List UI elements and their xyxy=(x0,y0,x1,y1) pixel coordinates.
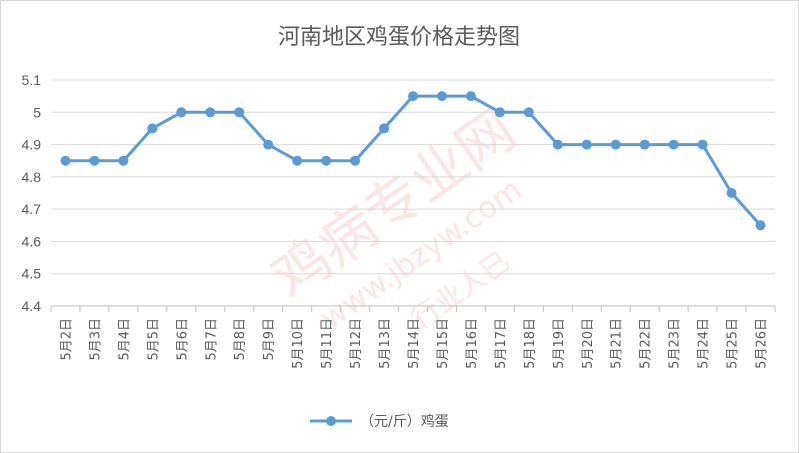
x-tick-label: 5月8日 xyxy=(233,318,248,361)
x-tick-label: 5月22日 xyxy=(639,318,654,369)
x-tick-label: 5月26日 xyxy=(755,318,770,369)
data-point xyxy=(118,155,129,166)
x-axis-ticks: 5月2日 5月3日 5月4日 5月5日 5月6日 5月7日 5月8日 5月9日 5月10日 5月1… xyxy=(59,318,769,369)
y-tick-label: 4.9 xyxy=(22,137,42,153)
y-tick-label: 4.7 xyxy=(22,201,42,217)
legend-marker-swatch xyxy=(326,416,336,426)
data-point xyxy=(263,139,274,150)
series-layer xyxy=(60,91,766,231)
data-point xyxy=(726,188,737,198)
y-tick-label: 4.6 xyxy=(22,233,42,249)
x-tick-label: 5月7日 xyxy=(204,318,219,361)
data-point xyxy=(379,123,390,134)
data-point xyxy=(408,91,418,102)
x-tick-label: 5月18日 xyxy=(523,318,538,369)
x-tick-label: 5月20日 xyxy=(581,318,596,369)
x-tick-label: 5月10日 xyxy=(291,318,306,369)
y-tick-label: 5.1 xyxy=(22,72,42,88)
data-point xyxy=(697,139,708,150)
data-point xyxy=(205,107,216,118)
x-tick-label: 5月17日 xyxy=(494,318,509,369)
data-point xyxy=(552,139,563,150)
data-point xyxy=(292,155,303,166)
data-point xyxy=(523,107,534,118)
x-tick-label: 5月5日 xyxy=(146,318,161,361)
x-tick-label: 5月11日 xyxy=(320,318,335,369)
data-point xyxy=(60,155,71,166)
x-tick-label: 5月19日 xyxy=(552,318,567,369)
x-tick-label: 5月13日 xyxy=(378,318,393,369)
x-tick-label: 5月4日 xyxy=(117,318,132,361)
x-tick-label: 5月25日 xyxy=(726,318,741,369)
x-tick-label: 5月14日 xyxy=(407,318,422,369)
x-tick-label: 5月12日 xyxy=(349,318,364,369)
x-tick-label: 5月16日 xyxy=(465,318,480,369)
x-tick-label: 5月6日 xyxy=(175,318,190,361)
x-axis xyxy=(50,305,776,312)
legend: （元/斤）鸡蛋 xyxy=(310,413,449,430)
x-tick-label: 5月21日 xyxy=(610,318,625,369)
data-point xyxy=(610,139,621,150)
data-point xyxy=(494,107,505,118)
data-point xyxy=(436,91,447,102)
y-axis-ticks: 4.4 4.5 4.6 4.7 4.8 4.9 5 5.1 xyxy=(22,72,42,314)
data-point xyxy=(639,139,650,150)
x-tick-label: 5月2日 xyxy=(59,318,74,361)
x-tick-label: 5月24日 xyxy=(697,318,712,369)
x-tick-label: 5月15日 xyxy=(436,318,451,369)
x-tick-label: 5月3日 xyxy=(88,318,103,361)
data-point xyxy=(89,155,100,166)
data-point xyxy=(321,155,332,166)
legend-label: （元/斤）鸡蛋 xyxy=(360,413,449,430)
data-point xyxy=(350,155,361,166)
x-tick-label: 5月9日 xyxy=(262,318,277,361)
y-tick-label: 5 xyxy=(33,104,41,120)
y-tick-label: 4.8 xyxy=(22,169,42,185)
data-point xyxy=(234,107,245,118)
data-point xyxy=(176,107,187,118)
chart-title: 河南地区鸡蛋价格走势图 xyxy=(278,25,520,50)
data-point xyxy=(465,91,476,102)
data-point xyxy=(147,123,158,134)
x-tick-label: 5月23日 xyxy=(668,318,683,369)
watermark: 鸡病专业网 www.jbzyw.com 行业人已 xyxy=(261,98,529,337)
y-tick-label: 4.4 xyxy=(22,298,42,314)
data-point xyxy=(668,139,679,150)
data-point xyxy=(581,139,592,150)
data-point xyxy=(755,220,766,231)
y-tick-label: 4.5 xyxy=(22,266,42,282)
